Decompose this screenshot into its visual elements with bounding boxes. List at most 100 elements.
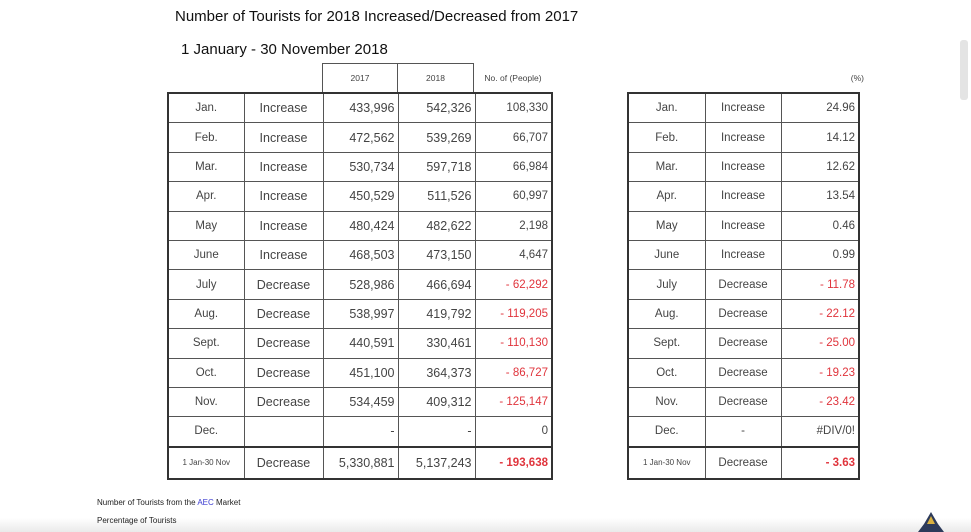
month-cell: Sept.	[627, 328, 706, 359]
percent-cell: - 11.78	[780, 269, 860, 300]
table-row: Jan. Increase 433,996 542,326 108,330	[167, 92, 553, 124]
count-2018-cell: 511,526	[397, 181, 476, 212]
count-2018-cell: 482,622	[397, 210, 476, 241]
month-cell: Aug.	[627, 298, 706, 330]
month-cell: Apr.	[627, 181, 706, 212]
table-row: Sept. Decrease - 25.00	[627, 328, 860, 359]
difference-cell: - 119,205	[474, 298, 553, 330]
status-cell: Decrease	[704, 386, 782, 418]
difference-cell: - 125,147	[474, 386, 553, 418]
total-status-cell: Decrease	[704, 445, 782, 480]
total-difference-cell: - 193,638	[474, 445, 553, 480]
count-2017-cell: 528,986	[322, 269, 399, 300]
table-row: May Increase 0.46	[627, 210, 860, 241]
page-title: Number of Tourists for 2018 Increased/De…	[175, 8, 579, 25]
status-cell: Increase	[243, 122, 324, 153]
count-2017-cell: 450,529	[322, 181, 399, 212]
table-row: Apr. Increase 450,529 511,526 60,997	[167, 181, 553, 212]
status-cell: Decrease	[704, 298, 782, 330]
count-2018-cell: 466,694	[397, 269, 476, 300]
footer-aec: AEC	[197, 498, 214, 507]
month-cell: May	[627, 210, 706, 241]
footer-text: Number of Tourists from the	[97, 498, 198, 507]
total-2018-cell: 5,137,243	[397, 445, 476, 480]
percent-cell: - 23.42	[780, 386, 860, 418]
count-2018-cell: 597,718	[397, 151, 476, 183]
table-row: Oct. Decrease - 19.23	[627, 357, 860, 388]
status-cell: Increase	[243, 92, 324, 124]
month-cell: Nov.	[167, 386, 245, 418]
status-cell: Decrease	[243, 269, 324, 300]
month-cell: July	[627, 269, 706, 300]
status-cell: Increase	[243, 151, 324, 183]
count-2017-cell: 451,100	[322, 357, 399, 388]
total-status-cell: Decrease	[243, 445, 324, 480]
difference-cell: 108,330	[474, 92, 553, 124]
count-2017-cell: 480,424	[322, 210, 399, 241]
count-2018-cell: 409,312	[397, 386, 476, 418]
month-cell: Jan.	[167, 92, 245, 124]
status-cell: Increase	[704, 92, 782, 124]
table-row: Aug. Decrease 538,997 419,792- 119,205	[167, 298, 553, 330]
month-cell: Apr.	[167, 181, 245, 212]
month-cell: Mar.	[627, 151, 706, 183]
count-2018-cell: 419,792	[397, 298, 476, 330]
percent-cell: #DIV/0!	[780, 416, 860, 448]
percent-cell: - 25.00	[780, 328, 860, 359]
percent-cell: - 19.23	[780, 357, 860, 388]
difference-cell: 4,647	[474, 239, 553, 271]
percent-cell: 13.54	[780, 181, 860, 212]
count-2018-cell: 539,269	[397, 122, 476, 153]
month-cell: Mar.	[167, 151, 245, 183]
status-cell: Increase	[704, 122, 782, 153]
month-cell: Aug.	[167, 298, 245, 330]
month-cell: Oct.	[167, 357, 245, 388]
month-cell: June	[627, 239, 706, 271]
status-cell: Increase	[704, 151, 782, 183]
scrollbar[interactable]	[960, 40, 968, 100]
month-cell: Dec.	[167, 416, 245, 448]
difference-cell: 60,997	[474, 181, 553, 212]
table-row: June Increase 468,503 473,150 4,647	[167, 239, 553, 271]
table-row: June Increase 0.99	[627, 239, 860, 271]
status-cell: Increase	[243, 181, 324, 212]
difference-cell: - 110,130	[474, 328, 553, 359]
count-2018-cell: -	[397, 416, 476, 448]
page-subtitle: 1 January - 30 November 2018	[181, 41, 388, 58]
month-cell: Sept.	[167, 328, 245, 359]
table-row: Mar. Increase 12.62	[627, 151, 860, 183]
table-row: Oct. Decrease 451,100 364,373- 86,727	[167, 357, 553, 388]
total-period-cell: 1 Jan-30 Nov	[627, 445, 706, 480]
total-row: 1 Jan-30 Nov Decrease 5,330,881 5,137,243- …	[167, 445, 553, 480]
status-cell	[243, 416, 324, 448]
percent-cell: 0.46	[780, 210, 860, 241]
status-cell: Decrease	[243, 386, 324, 418]
header-people: No. of (People)	[484, 72, 542, 83]
percent-cell: - 22.12	[780, 298, 860, 330]
header-percent: (%)	[850, 72, 864, 83]
total-2017-cell: 5,330,881	[322, 445, 399, 480]
count-2017-cell: -	[322, 416, 399, 448]
status-cell: Decrease	[704, 269, 782, 300]
footer-aec-note: Number of Tourists from the AEC Market	[97, 498, 240, 507]
table-row: July Decrease - 11.78	[627, 269, 860, 300]
difference-cell: 66,984	[474, 151, 553, 183]
status-cell: Increase	[704, 181, 782, 212]
status-cell: -	[704, 416, 782, 448]
status-cell: Decrease	[243, 328, 324, 359]
header-2018: 2018	[397, 63, 474, 92]
count-2018-cell: 542,326	[397, 92, 476, 124]
table-row: Dec. - #DIV/0!	[627, 416, 860, 448]
month-cell: Oct.	[627, 357, 706, 388]
difference-cell: 0	[474, 416, 553, 448]
emblem-icon	[918, 512, 944, 532]
status-cell: Increase	[704, 239, 782, 271]
status-cell: Increase	[243, 210, 324, 241]
table-row: Mar. Increase 530,734 597,718 66,984	[167, 151, 553, 183]
percent-cell: 24.96	[780, 92, 860, 124]
footer-percentage-note: Percentage of Tourists	[97, 516, 177, 525]
table-row: Feb. Increase 472,562 539,269 66,707	[167, 122, 553, 153]
tourist-percent-table: Jan. Increase 24.96 Feb. Increase 14.12 Mar. In…	[627, 92, 860, 480]
status-cell: Increase	[243, 239, 324, 271]
month-cell: Feb.	[627, 122, 706, 153]
